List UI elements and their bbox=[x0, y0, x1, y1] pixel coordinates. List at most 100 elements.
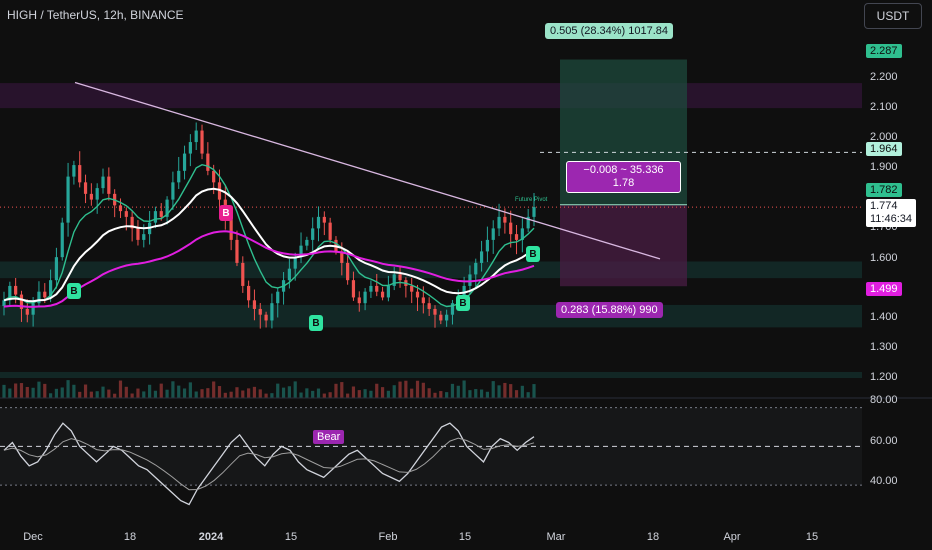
candle-body bbox=[177, 170, 181, 183]
volume-bar bbox=[410, 388, 414, 398]
volume-bar bbox=[316, 388, 321, 398]
candle-body bbox=[392, 274, 396, 286]
rsi-tick: 40.00 bbox=[870, 475, 898, 487]
y-tick: 2.000 bbox=[870, 131, 898, 143]
candle-body bbox=[311, 228, 315, 240]
volume-bar bbox=[130, 393, 134, 398]
candle-body bbox=[514, 234, 519, 240]
candle-body bbox=[60, 222, 64, 258]
candle-body bbox=[258, 308, 262, 315]
candle-body bbox=[252, 300, 257, 309]
candle-body bbox=[445, 314, 449, 321]
x-tick: 18 bbox=[123, 531, 137, 543]
y-tick: 1.300 bbox=[870, 341, 898, 353]
candle-body bbox=[101, 176, 105, 189]
volume-bar bbox=[165, 389, 169, 398]
volume-bar bbox=[421, 382, 425, 398]
volume-bar bbox=[287, 386, 291, 398]
volume-bar bbox=[346, 393, 350, 398]
zone-band bbox=[0, 372, 862, 378]
volume-bar bbox=[264, 393, 268, 398]
volume-bar bbox=[153, 390, 158, 398]
volume-bar bbox=[241, 390, 245, 398]
buy-signal: B bbox=[456, 295, 470, 311]
candle-body bbox=[241, 262, 245, 286]
volume-bar bbox=[19, 383, 24, 398]
volume-bar bbox=[334, 383, 338, 398]
volume-bar bbox=[159, 383, 163, 398]
current-price: 1.774 bbox=[870, 200, 898, 212]
x-tick: 15 bbox=[284, 531, 298, 543]
candle-body bbox=[118, 205, 123, 212]
candle-body bbox=[66, 176, 70, 223]
bear-label: Bear bbox=[313, 430, 345, 444]
ema-mid-line bbox=[3, 187, 535, 303]
candle-body bbox=[398, 274, 402, 281]
stop-zone bbox=[560, 204, 687, 287]
candle-body bbox=[532, 207, 536, 217]
volume-bar bbox=[171, 381, 175, 398]
candle-body bbox=[439, 314, 443, 321]
volume-bar bbox=[37, 381, 41, 398]
candle-body bbox=[485, 239, 490, 252]
y-tick: 1.600 bbox=[870, 252, 898, 264]
volume-bar bbox=[182, 388, 187, 398]
volume-bar bbox=[89, 391, 93, 398]
rsi-tick: 80.00 bbox=[870, 394, 898, 406]
candle-body bbox=[200, 130, 204, 154]
volume-bar bbox=[281, 387, 286, 398]
rsi-tick: 60.00 bbox=[870, 435, 898, 447]
volume-bar bbox=[456, 385, 460, 398]
candle-body bbox=[78, 165, 82, 183]
candle-body bbox=[293, 257, 297, 269]
volume-bar bbox=[398, 381, 402, 398]
volume-bar bbox=[445, 392, 449, 398]
volume-bar bbox=[404, 380, 408, 398]
countdown: 11:46:34 bbox=[870, 213, 913, 225]
rsi-band bbox=[0, 407, 862, 486]
volume-bar bbox=[497, 385, 501, 398]
candle-body bbox=[37, 291, 41, 304]
candle-body bbox=[43, 291, 47, 298]
ratio-label: −0.008 ~ 35.336 1.78 bbox=[566, 161, 681, 193]
volume-bar bbox=[2, 384, 6, 398]
volume-bar bbox=[124, 386, 128, 398]
candle-body bbox=[206, 153, 210, 171]
ratio-line1: −0.008 ~ 35.336 bbox=[583, 164, 664, 176]
candle-body bbox=[25, 308, 29, 315]
volume-bar bbox=[25, 386, 29, 398]
volume-bar bbox=[14, 383, 18, 398]
currency-button[interactable]: USDT bbox=[864, 3, 922, 29]
volume-bar bbox=[363, 389, 367, 398]
volume-bar bbox=[95, 391, 99, 398]
candle-body bbox=[194, 130, 198, 143]
candle-body bbox=[130, 216, 134, 229]
volume-bar bbox=[101, 386, 105, 398]
candle-body bbox=[386, 285, 390, 298]
volume-bar bbox=[450, 383, 455, 398]
candle-body bbox=[351, 280, 356, 298]
volume-bar bbox=[439, 391, 443, 398]
candle-body bbox=[322, 216, 326, 223]
candle-body bbox=[229, 216, 233, 240]
volume-bar bbox=[357, 390, 361, 398]
candle-body bbox=[48, 280, 53, 298]
candle-body bbox=[217, 182, 222, 200]
volume-bar bbox=[380, 387, 385, 398]
candle-body bbox=[427, 303, 431, 309]
candle-body bbox=[305, 239, 309, 246]
volume-bar bbox=[433, 392, 437, 398]
volume-bar bbox=[369, 390, 373, 398]
candle-body bbox=[159, 211, 163, 217]
candle-body bbox=[31, 303, 35, 315]
candle-body bbox=[491, 228, 495, 240]
volume-bar bbox=[60, 387, 64, 398]
target-label: 0.505 (28.34%) 1017.84 bbox=[545, 23, 674, 39]
buy-signal: B bbox=[67, 283, 81, 299]
x-tick: 18 bbox=[646, 531, 660, 543]
volume-bar bbox=[485, 391, 490, 398]
volume-bar bbox=[514, 390, 519, 398]
volume-bar bbox=[229, 391, 233, 398]
candle-body bbox=[188, 142, 192, 154]
